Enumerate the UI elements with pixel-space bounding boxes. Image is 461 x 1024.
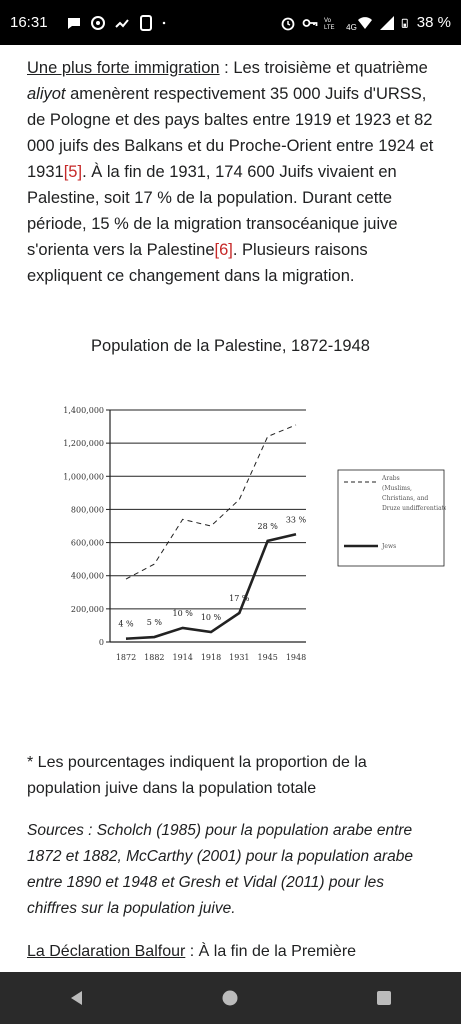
y-tick-label: 1,000,000 <box>63 472 104 481</box>
paragraph-text-1: : Les troisième et quatrième <box>219 59 428 77</box>
recents-button[interactable] <box>364 978 404 1018</box>
paragraph-italic: aliyot <box>27 85 66 103</box>
x-tick-label: 1882 <box>144 653 164 662</box>
y-tick-label: 800,000 <box>71 505 104 514</box>
percentage-label: 28 % <box>258 522 279 531</box>
percentage-note: * Les pourcentages indiquent la proporti… <box>27 754 367 797</box>
percentage-label: 10 % <box>201 613 222 622</box>
network-type: 4G <box>346 23 357 32</box>
paragraph-text-2: amenèrent respectivement 35 000 Juifs d'… <box>27 85 434 181</box>
chart-svg: 0 200,000 400,000 600,000 800,000 1,000,000 1,… <box>63 406 446 662</box>
alarm-icon <box>281 17 295 30</box>
immigration-link[interactable]: Une plus forte immigration <box>27 59 220 77</box>
x-tick-label: 1931 <box>229 653 249 662</box>
app-notification-icon <box>139 14 152 31</box>
percentage-label: 4 % <box>118 620 134 629</box>
legend-arabs-label: (Muslims, <box>382 485 412 492</box>
back-triangle-icon <box>70 991 82 1005</box>
y-tick-label: 1,400,000 <box>63 406 104 415</box>
immigration-paragraph: Une plus forte immigration : Les troisiè… <box>27 55 437 289</box>
x-tick-label: 1945 <box>257 653 277 662</box>
navigation-bar <box>0 972 461 1024</box>
balfour-link[interactable]: La Déclaration Balfour <box>27 943 186 960</box>
y-tick-label: 600,000 <box>71 539 104 548</box>
home-button[interactable] <box>210 978 250 1018</box>
balfour-text: : À la fin de la Première <box>185 943 357 960</box>
reference-link-6[interactable]: [6] <box>214 241 233 259</box>
paragraph-text-4: . Plusieurs raisons expliquent ce change… <box>27 241 368 285</box>
balfour-paragraph: La Déclaration Balfour : À la fin de la … <box>27 939 447 965</box>
svg-text:Vo: Vo <box>324 18 332 24</box>
percentage-label: 10 % <box>173 609 194 618</box>
legend-arabs-label: Arabs <box>381 475 400 482</box>
chart-title: Population de la Palestine, 1872-1948 <box>91 337 370 355</box>
battery-level: 38 % <box>416 14 451 31</box>
legend-arabs-label: Christians, and <box>382 495 428 502</box>
home-circle-icon <box>222 990 238 1006</box>
percentage-label: 17 % <box>229 594 250 603</box>
y-tick-label: 400,000 <box>71 572 104 581</box>
percentage-label: 5 % <box>147 618 163 627</box>
whatsapp-icon <box>90 15 105 30</box>
x-tick-label: 1948 <box>286 653 306 662</box>
dot-icon <box>162 21 165 24</box>
recents-square-icon <box>377 991 392 1005</box>
legend-box <box>337 469 445 567</box>
legend-jews-label: Jews <box>381 543 396 550</box>
x-tick-label: 1914 <box>172 653 192 662</box>
y-tick-label: 200,000 <box>71 605 104 614</box>
jews-series-line <box>125 533 297 640</box>
percentage-label: 33 % <box>286 515 307 524</box>
back-button[interactable] <box>57 978 97 1018</box>
x-tick-label: 1918 <box>201 653 221 662</box>
svg-text:LTE: LTE <box>324 25 335 31</box>
status-bar-left: 16:31 <box>10 14 170 31</box>
arabs-series-line <box>125 424 297 580</box>
status-bar-right: Vo LTE 4G 38 % <box>280 13 451 32</box>
legend-arabs-label: Druze undifferentiated) <box>382 505 446 512</box>
wifi-icon <box>357 16 372 29</box>
status-time: 16:31 <box>10 14 48 31</box>
article-content: Une plus forte immigration : Les troisiè… <box>27 55 437 289</box>
population-chart[interactable]: 0 200,000 400,000 600,000 800,000 1,000,000 1,… <box>48 398 446 670</box>
chat-bubble-icon <box>67 17 80 29</box>
signal-icon <box>379 15 394 30</box>
battery-icon <box>401 18 408 28</box>
sources-text: Sources : Scholch (1985) pour la populat… <box>27 822 414 917</box>
missed-call-icon <box>114 18 129 28</box>
paragraph-text-3: . À la fin de 1931, 174 600 Juifs vivaie… <box>27 163 398 259</box>
reference-link-5[interactable]: [5] <box>63 163 83 181</box>
vpn-key-icon <box>302 18 318 27</box>
y-tick-label: 1,200,000 <box>63 439 104 448</box>
status-bar: 16:31 Vo LTE 4G 38 % <box>0 0 461 45</box>
y-tick-label: 0 <box>99 638 104 647</box>
x-tick-label: 1872 <box>116 653 136 662</box>
